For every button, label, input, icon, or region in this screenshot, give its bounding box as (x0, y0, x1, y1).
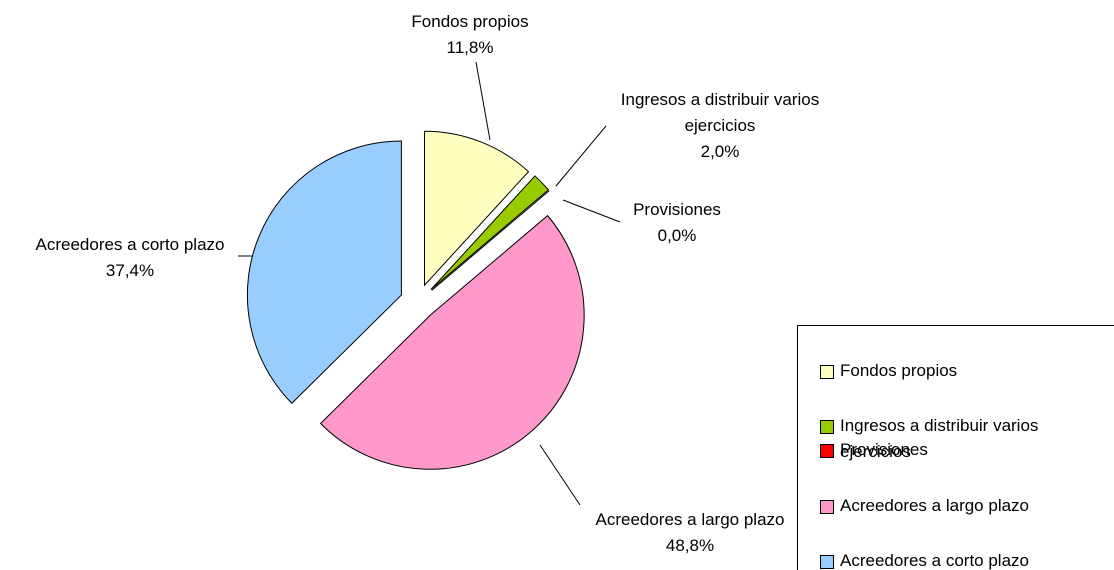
leader-line (475, 61, 491, 141)
data-label: Ingresos a distribuir varios ejercicios 2… (610, 87, 830, 165)
legend-swatch (820, 555, 834, 569)
legend-label: Provisiones (840, 440, 928, 459)
value-label: 0,0% (657, 226, 697, 245)
category-label: Acreedores a corto plazo (35, 235, 225, 254)
value-label: 11,8% (446, 38, 494, 57)
leader-line (562, 199, 621, 223)
legend-item: Fondos propios (820, 358, 1090, 384)
legend-swatch (820, 420, 834, 434)
legend-item: Ingresos a distribuir varios ejercicios (820, 413, 1090, 465)
pie-slice (424, 130, 530, 287)
legend-label: Fondos propios (840, 361, 958, 380)
category-label: Provisiones (633, 200, 721, 219)
legend-item: Acreedores a corto plazo (820, 548, 1090, 570)
leader-line (539, 444, 581, 506)
category-label: Acreedores a largo plazo (595, 510, 785, 529)
pie-slice (246, 140, 402, 404)
data-label: Provisiones 0,0% (597, 197, 757, 249)
legend-label: Acreedores a largo plazo (840, 496, 1030, 515)
legend-item: Acreedores a largo plazo (820, 493, 1090, 519)
category-label: Fondos propios (411, 12, 529, 31)
value-label: 48,8% (665, 536, 715, 555)
data-label: Fondos propios 11,8% (370, 9, 570, 61)
value-label: 37,4% (105, 261, 155, 280)
legend-swatch (820, 500, 834, 514)
legend: Fondos propios Ingresos a distribuir vari… (797, 325, 1114, 570)
data-label: Acreedores a largo plazo 48,8% (575, 507, 805, 559)
pie-slice (430, 175, 550, 290)
data-label: Acreedores a corto plazo 37,4% (0, 232, 260, 284)
leader-line (555, 125, 607, 187)
legend-label: Acreedores a corto plazo (840, 551, 1029, 570)
legend-item: Provisiones (820, 437, 1090, 463)
legend-label: Ingresos a distribuir varios ejercicios (840, 416, 1039, 461)
legend-swatch (820, 444, 834, 458)
value-label: 2,0% (700, 142, 740, 161)
pie-slice (319, 214, 585, 470)
category-label: Ingresos a distribuir varios ejercicios (620, 90, 820, 135)
legend-swatch (820, 365, 834, 379)
